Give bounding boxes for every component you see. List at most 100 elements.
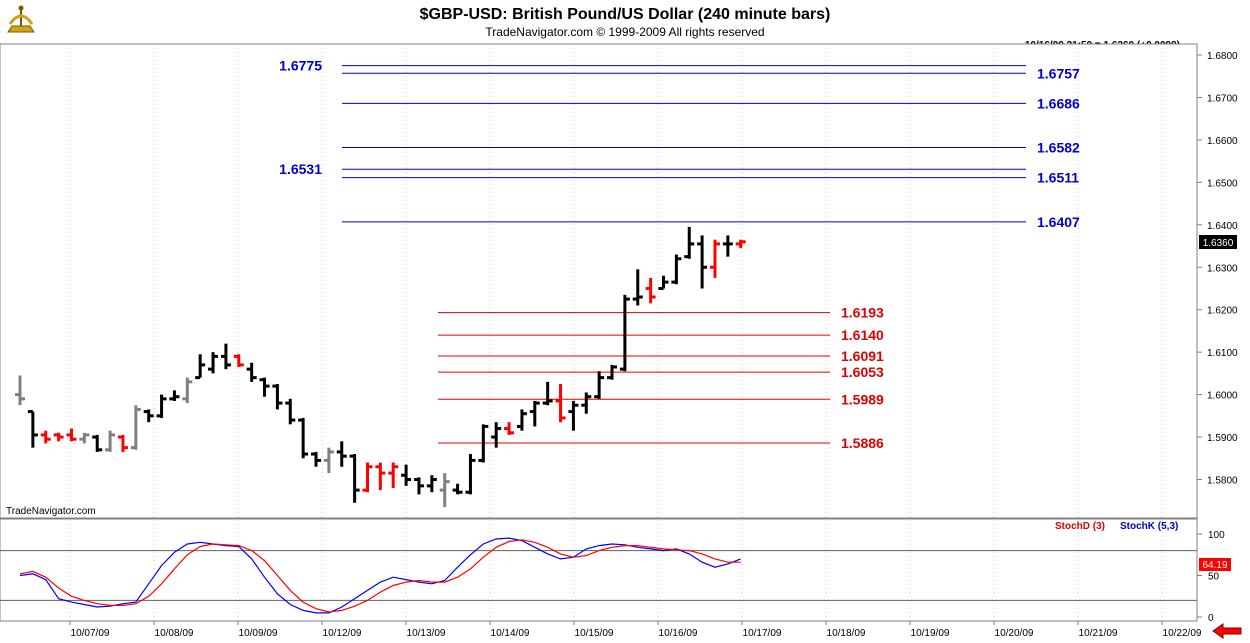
x-tick-label: 10/17/09 xyxy=(743,628,782,639)
ohlc-bar xyxy=(735,239,746,249)
price-tick-label: 1.6100 xyxy=(1207,348,1238,359)
ohlc-bar xyxy=(401,464,412,486)
price-tick-label: 1.6800 xyxy=(1207,51,1238,62)
ohlc-bar xyxy=(697,235,708,289)
ohlc-bar xyxy=(452,483,463,495)
ohlc-bar xyxy=(362,462,373,493)
fib-levels: 1.6775 1.6757 1.6686 1.6582 1.6531 1.6511 1.64… xyxy=(279,58,1080,451)
stoch-tick-label: 0 xyxy=(1208,613,1214,624)
price-tick-label: 1.6600 xyxy=(1207,136,1238,147)
support-label: 1.6140 xyxy=(841,327,884,343)
support-label: 1.6053 xyxy=(841,364,884,380)
price-bars xyxy=(15,226,746,508)
target-label: 1.6757 xyxy=(1037,65,1080,81)
ohlc-bar xyxy=(542,381,553,406)
ohlc-bar xyxy=(388,462,399,488)
ohlc-bar xyxy=(220,343,231,370)
x-tick-label: 10/19/09 xyxy=(911,628,950,639)
x-tick-label: 10/09/09 xyxy=(239,628,278,639)
ohlc-bar xyxy=(709,239,720,278)
stoch-axis: 0 50 100 xyxy=(1196,519,1225,624)
ohlc-bar xyxy=(426,475,437,493)
ohlc-bar xyxy=(632,269,643,306)
chart-title: $GBP-USD: British Pound/US Dollar (240 m… xyxy=(420,6,831,23)
ohlc-bar xyxy=(233,354,244,368)
ohlc-bar xyxy=(478,424,489,463)
target-label: 1.6531 xyxy=(279,161,322,177)
ohlc-bar xyxy=(259,377,270,397)
target-label: 1.6775 xyxy=(279,58,322,74)
ohlc-bar xyxy=(117,434,128,452)
left-arrow-icon[interactable] xyxy=(1212,623,1242,639)
target-label: 1.6511 xyxy=(1037,170,1079,186)
target-label: 1.6407 xyxy=(1037,214,1080,230)
ohlc-bar xyxy=(66,428,77,442)
x-tick-label: 10/07/09 xyxy=(71,628,110,639)
ohlc-bar xyxy=(53,432,64,442)
stoch-value-tag: 64.19 xyxy=(1199,558,1231,571)
ohlc-bar xyxy=(105,430,116,452)
date-axis: 10/07/09 10/08/09 10/09/09 10/12/09 10/13/09… xyxy=(0,620,1202,639)
x-tick-label: 10/20/09 xyxy=(995,628,1034,639)
ohlc-bar xyxy=(182,377,193,404)
x-tick-label: 10/15/09 xyxy=(575,628,614,639)
price-tick-label: 1.6200 xyxy=(1207,306,1238,317)
ohlc-bar xyxy=(27,410,38,448)
ohlc-bar xyxy=(349,454,360,503)
ohlc-bar xyxy=(208,352,219,374)
ohlc-bar xyxy=(594,371,605,399)
stochastic-panel xyxy=(0,518,1198,622)
ohlc-bar xyxy=(272,383,283,410)
ohlc-bar xyxy=(15,375,25,406)
ohlc-bar xyxy=(645,277,656,304)
x-tick-label: 10/12/09 xyxy=(323,628,362,639)
price-tick-label: 1.5800 xyxy=(1207,476,1238,487)
target-label: 1.6582 xyxy=(1037,140,1080,156)
stoch-k-legend: StochK (5,3) xyxy=(1120,521,1178,532)
price-tick-label: 1.6700 xyxy=(1207,93,1238,104)
last-price-label: 1.6360 xyxy=(1203,238,1234,249)
ohlc-bar xyxy=(491,422,502,448)
ohlc-bar xyxy=(92,434,103,452)
ohlc-bar xyxy=(246,362,257,382)
ohlc-bar xyxy=(568,400,579,431)
x-tick-label: 10/16/09 xyxy=(659,628,698,639)
watermark: TradeNavigator.com xyxy=(6,506,96,517)
stoch-tick-label: 50 xyxy=(1208,572,1220,583)
stoch-vertical-gridlines xyxy=(69,520,1163,620)
ohlc-bar xyxy=(336,441,347,467)
ohlc-bar xyxy=(529,400,540,427)
stoch-value-label: 64.19 xyxy=(1202,560,1227,571)
ohlc-bar xyxy=(658,275,669,290)
copyright-text: TradeNavigator.com © 1999-2009 All right… xyxy=(485,25,764,39)
ohlc-bar xyxy=(143,409,154,423)
price-tick-label: 1.6300 xyxy=(1207,263,1238,274)
x-tick-label: 10/21/09 xyxy=(1079,628,1118,639)
ohlc-bar xyxy=(619,294,630,372)
x-tick-label: 10/08/09 xyxy=(155,628,194,639)
stoch-k-line xyxy=(19,537,741,614)
price-tick-label: 1.6000 xyxy=(1207,391,1238,402)
last-price-tag: 1.6360 xyxy=(1199,235,1237,249)
support-label: 1.6091 xyxy=(841,348,884,364)
ohlc-bar xyxy=(311,451,322,467)
stochastic-lines xyxy=(0,537,1197,614)
stoch-d-line xyxy=(19,539,741,613)
ohlc-bar xyxy=(298,417,309,459)
price-tick-label: 1.6500 xyxy=(1207,178,1238,189)
ohlc-bar xyxy=(671,254,682,285)
ohlc-bar xyxy=(439,473,450,508)
ohlc-bar xyxy=(581,392,592,414)
ohlc-bar xyxy=(722,235,733,257)
ohlc-bar xyxy=(195,354,206,380)
target-label: 1.6686 xyxy=(1037,95,1080,111)
x-tick-label: 10/14/09 xyxy=(491,628,530,639)
sextant-logo-icon[interactable] xyxy=(7,5,35,33)
price-tick-label: 1.6400 xyxy=(1207,221,1238,232)
x-tick-label: 10/13/09 xyxy=(407,628,446,639)
ohlc-bar xyxy=(504,422,515,435)
stoch-tick-label: 100 xyxy=(1208,530,1225,541)
price-tick-label: 1.5900 xyxy=(1207,433,1238,444)
x-tick-label: 10/22/09 xyxy=(1163,628,1202,639)
